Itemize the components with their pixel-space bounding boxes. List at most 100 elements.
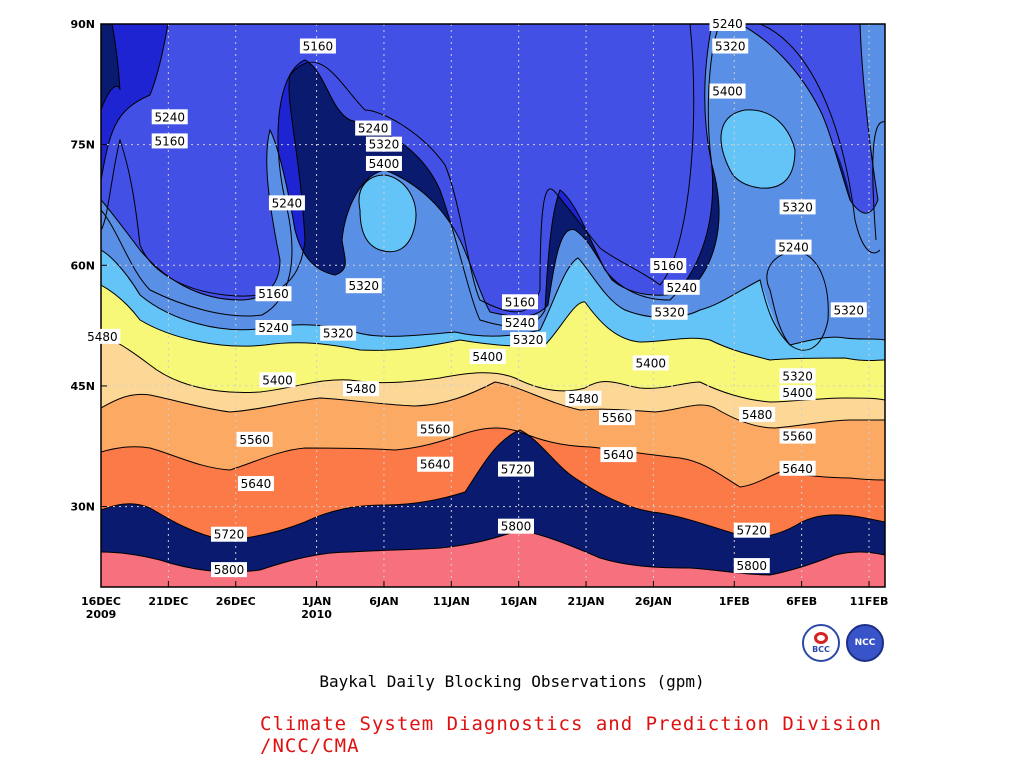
bcc-swirl-icon: [814, 632, 828, 644]
y-tick-label: 75N: [70, 139, 95, 152]
contour-label-box: [775, 239, 812, 255]
contour-label-text: 5240: [154, 110, 185, 124]
contour-label-box: [502, 294, 539, 310]
contour-label-text: 5320: [782, 200, 813, 214]
contour-5480: [101, 334, 885, 403]
contour-label-box: [709, 16, 746, 31]
ncc-logo-text: NCC: [854, 638, 876, 648]
contour-label-box: [211, 526, 247, 542]
contour-label-box: [651, 304, 688, 320]
x-tick-sublabel: 2010: [301, 608, 332, 621]
contour-fills: [101, 24, 885, 587]
contour-label-5320: 5320: [345, 278, 382, 294]
contour-label-5240: 5240: [775, 239, 812, 255]
contour-label-box: [299, 38, 336, 54]
contour-label-box: [497, 518, 534, 534]
x-tick-label: 11JAN: [433, 595, 470, 608]
contour-label-5320: 5320: [779, 368, 816, 384]
contour-label-5480: 5480: [739, 406, 776, 422]
contour-label-5640: 5640: [417, 456, 454, 472]
contour-label-box: [320, 325, 357, 341]
contour-label-box: [345, 278, 382, 294]
contour-label-text: 5400: [369, 157, 400, 171]
x-tick-label: 21DEC: [148, 595, 188, 608]
contour-label-box: [502, 315, 539, 331]
y-tick-label: 45N: [70, 380, 95, 393]
contour-label-text: 5720: [737, 524, 768, 538]
contour-label-5320: 5320: [712, 38, 749, 54]
contour-label-5160: 5160: [502, 294, 539, 310]
contour-label-5160: 5160: [650, 258, 687, 274]
contour-label-5480: 5480: [84, 328, 121, 344]
contour-label-text: 5240: [505, 316, 536, 330]
contour-label-5320: 5320: [510, 332, 547, 348]
contour-label-box: [632, 355, 669, 371]
contour-label-box: [739, 406, 776, 422]
contour-5160: [101, 24, 695, 313]
contour-label-5320: 5320: [651, 304, 688, 320]
contour-label-text: 5400: [262, 373, 293, 387]
contour-label-box: [365, 155, 402, 171]
contour-label-text: 5320: [323, 327, 354, 341]
contour-label-5400: 5400: [709, 83, 746, 99]
contour-label-text: 5320: [834, 303, 865, 317]
contour-label-text: 5320: [348, 279, 379, 293]
contour-5240-loop: [759, 24, 881, 254]
contour-label-5480: 5480: [565, 390, 602, 406]
contour-label-text: 5480: [742, 408, 773, 422]
contour-label-5400: 5400: [469, 348, 506, 364]
contour-label-5320: 5320: [779, 199, 816, 215]
contour-label-text: 5400: [635, 356, 666, 370]
contour-label-text: 5240: [272, 196, 303, 210]
contour-label-text: 5160: [154, 134, 185, 148]
band-5640-5720: [101, 382, 885, 487]
contour-5320-east: [739, 24, 879, 214]
band-5240-5320: [101, 24, 885, 327]
y-tick-label: 90N: [70, 18, 95, 31]
x-tick-sublabel: 2009: [86, 608, 117, 621]
contour-5400: [101, 284, 885, 361]
band-above-5800: [101, 530, 885, 587]
contour-label-5560: 5560: [599, 410, 636, 426]
contour-label-5800: 5800: [497, 518, 534, 534]
x-tick-label: 16DEC: [81, 595, 121, 608]
contour-label-text: 5240: [258, 321, 289, 335]
contour-5320-upper: [101, 24, 720, 317]
bcc-logo: BCC: [802, 624, 840, 662]
contour-label-box: [510, 332, 547, 348]
contour-label-box: [417, 456, 454, 472]
y-axis: 30N 45N 60N 75N 90N: [70, 18, 107, 514]
contour-label-text: 5800: [214, 563, 245, 577]
contour-5160-nw: [101, 24, 121, 111]
contour-label-5320: 5320: [830, 302, 867, 318]
contour-label-text: 5400: [472, 350, 503, 364]
x-tick-label: 11FEB: [850, 595, 889, 608]
contour-label-text: 5480: [87, 330, 118, 344]
contour-label-5480: 5480: [343, 381, 380, 397]
contour-label-text: 5480: [568, 392, 599, 406]
contour-label-text: 5320: [782, 369, 813, 383]
contour-5240-east: [101, 24, 169, 181]
contour-label-box: [830, 302, 867, 318]
contour-label-text: 5240: [778, 241, 809, 255]
contour-label-box: [469, 348, 506, 364]
contour-label-box: [84, 328, 121, 344]
contour-label-box: [600, 447, 637, 463]
contour-label-5400: 5400: [779, 385, 816, 401]
contour-label-text: 5560: [420, 422, 451, 436]
contour-label-5400: 5400: [259, 372, 296, 388]
contour-5240-cutoff: [766, 251, 829, 351]
contour-label-box: [779, 428, 816, 444]
contour-label-text: 5640: [420, 458, 451, 472]
contour-label-5160: 5160: [151, 133, 188, 149]
contour-label-text: 5240: [712, 17, 743, 31]
credit-line: Climate System Diagnostics and Predictio…: [260, 713, 882, 757]
contour-label-5720: 5720: [733, 522, 770, 538]
contour-label-text: 5720: [501, 463, 532, 477]
contour-label-5240: 5240: [255, 320, 292, 336]
contour-label-5160: 5160: [255, 286, 292, 302]
contour-label-text: 5240: [358, 122, 389, 136]
contour-label-box: [497, 461, 534, 477]
contour-label-5400: 5400: [365, 155, 402, 171]
